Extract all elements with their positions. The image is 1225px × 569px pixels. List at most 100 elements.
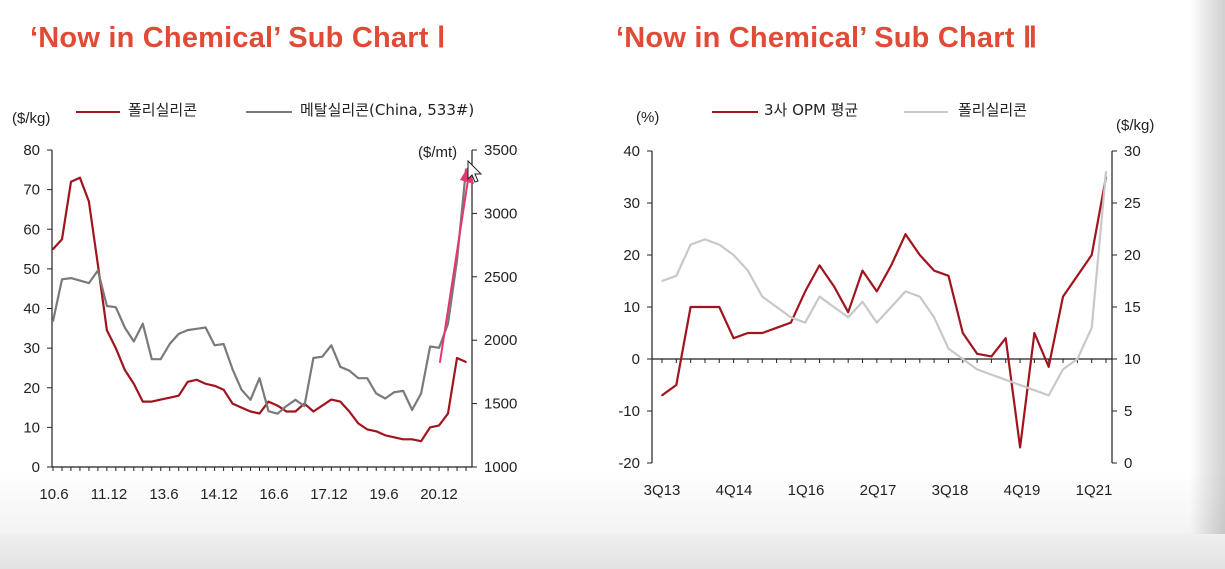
chart-1-series-1-point-12 (159, 358, 162, 361)
chart-1-series-0-point-35 (366, 428, 369, 431)
chart-1-series-1-point-35 (366, 377, 369, 380)
chart-1-series-0-point-22 (249, 410, 252, 413)
chart-1-series-1-point-7 (114, 306, 117, 309)
chart-2-right-tick-label-6: 30 (1124, 143, 1141, 160)
chart-1-series-0-point-11 (150, 400, 153, 403)
chart-2-right-tick-label-0: 0 (1124, 455, 1132, 472)
chart-2-left-unit: (%) (636, 109, 659, 126)
chart-1-series-0-point-10 (141, 400, 144, 403)
chart-2-series-0-point-6 (747, 332, 749, 334)
chart-1-right-tick-label-2: 2000 (484, 332, 517, 349)
chart-1-left-tick-label-8: 80 (23, 142, 40, 159)
chart-2-x-tick-label-2: 1Q16 (788, 482, 825, 499)
chart-2-right-unit: ($/kg) (1116, 117, 1154, 134)
chart-2-series-1-point-24 (1004, 378, 1007, 381)
chart-1-series-1-point-1 (61, 278, 63, 281)
chart-2-x-tick-label-5: 4Q19 (1004, 482, 1041, 499)
chart-1-series-1-point-3 (79, 279, 81, 282)
chart-2-x-tick-label-4: 3Q18 (932, 482, 969, 499)
chart-2-series-1-point-3 (704, 238, 706, 241)
chart-1-series-1-point-21 (240, 388, 243, 391)
chart-1-series-0-point-18 (213, 384, 216, 387)
chart-1-series-0-point-44 (447, 412, 449, 415)
chart-2-series-1-point-15 (875, 321, 878, 324)
bottom-bar (0, 534, 1225, 569)
chart-1-series-0-point-27 (294, 410, 297, 413)
chart-2-series-1-point-30 (1090, 326, 1093, 329)
chart-1-x-tick-label-3: 14.12 (200, 486, 238, 503)
chart-1-series-0-point-31 (330, 398, 333, 401)
chart-2-left-tick-label-4: 20 (623, 247, 640, 264)
chart-1-series-1-point-29 (312, 357, 315, 359)
chart-1-series-0-point-6 (105, 329, 108, 332)
chart-1-series-0-point-23 (258, 412, 261, 415)
chart-2-series-0-point-30 (1090, 254, 1093, 256)
chart-1-series-0-point-36 (375, 430, 378, 433)
chart-2-series-1-point-23 (990, 373, 993, 376)
chart-1-series-0-point-15 (186, 380, 189, 383)
chart-2-series-1-point-27 (1047, 394, 1050, 397)
chart-1-series-1-point-25 (276, 412, 279, 415)
chart-1-x-tick-label-7: 20.12 (420, 486, 458, 503)
chart-2-series-0-point-19 (933, 269, 936, 272)
chart-2-series-0-point-20 (947, 274, 950, 277)
chart-1-series-1-point-4 (88, 282, 90, 285)
chart-1-series-1-point-17 (204, 326, 207, 329)
chart-2-x-tick-label-0: 3Q13 (644, 482, 681, 499)
chart-2-right-tick-label-4: 20 (1124, 247, 1141, 264)
chart-1-series-0-point-16 (195, 378, 198, 381)
chart-1-x-tick-label-6: 19.6 (369, 486, 398, 503)
chart-1-series-1-point-26 (285, 405, 288, 408)
chart-1-right-tick-label-5: 3500 (484, 142, 517, 159)
chart-2-series-0-point-5 (732, 337, 735, 340)
chart-1-annotation-arrow-line (439, 179, 469, 363)
chart-1-series-0-point-33 (348, 410, 351, 413)
chart-1-series-0-point-5 (96, 264, 99, 266)
slide-edge-shadow (1190, 0, 1225, 569)
chart-1-right-tick-label-4: 3000 (484, 205, 517, 222)
chart-1-series-1-point-43 (438, 346, 440, 349)
chart-2-series-1-point-26 (1033, 389, 1036, 392)
chart-2-series-0-point-2 (689, 306, 692, 308)
chart-1-series-0-point-46 (465, 361, 467, 363)
chart-1-left-tick-label-3: 30 (23, 340, 40, 357)
chart-1-series-1-point-2 (70, 277, 72, 279)
chart-1-series-1-point-9 (132, 340, 135, 343)
chart-1-series-1-point-18 (213, 344, 216, 347)
chart-2-series-1-point-13 (847, 316, 850, 319)
chart-1-series-1-point-10 (141, 322, 144, 325)
chart-1-series-1-point-32 (339, 365, 342, 368)
chart-2-right-tick-label-3: 15 (1124, 299, 1141, 316)
chart-1-series-0-point-40 (411, 438, 414, 441)
chart-1-series-1-point-33 (348, 369, 351, 372)
chart-1-left-tick-label-1: 10 (23, 419, 40, 436)
chart-2-series-1-point-17 (904, 290, 907, 293)
mouse-cursor-icon (467, 159, 483, 183)
chart-1-series-1-point-28 (303, 405, 306, 408)
chart-2-series-1-point-20 (947, 347, 950, 350)
chart-2-left-tick-label-2: 0 (632, 351, 640, 368)
chart-1-series-0-point-42 (429, 426, 431, 429)
chart-2-series-1-point-28 (1062, 368, 1064, 371)
chart-2-series-1-point-8 (775, 306, 778, 308)
chart-1-series-0-point-9 (132, 382, 135, 385)
chart-2-series-0-point-21 (961, 332, 964, 334)
chart-2-series-0-point-18 (918, 254, 921, 256)
chart-2-series-0-point-12 (832, 285, 835, 288)
chart-1-series-1-point-15 (186, 329, 189, 331)
chart-1-series-0-point-39 (402, 438, 405, 441)
chart-1-series-1-point-39 (402, 390, 405, 392)
chart-1-series-1-point-27 (294, 398, 297, 401)
chart-1-legend-label-0: 폴리실리콘 (128, 101, 197, 119)
chart-1-series-0-point-8 (123, 369, 126, 371)
chart-1-series-1-point-0 (52, 320, 54, 323)
chart-1-x-tick-label-0: 10.6 (39, 486, 68, 503)
chart-2-series-0-point-28 (1062, 295, 1064, 298)
chart-2-right-tick-label-2: 10 (1124, 351, 1141, 368)
chart-1-series-0-point-21 (240, 406, 243, 409)
chart-1-series-1-point-14 (177, 332, 180, 335)
chart-1-left-tick-label-0: 0 (32, 459, 40, 476)
chart-2-series-0-point-9 (790, 321, 792, 324)
chart-2-series-0-point-7 (761, 332, 764, 334)
